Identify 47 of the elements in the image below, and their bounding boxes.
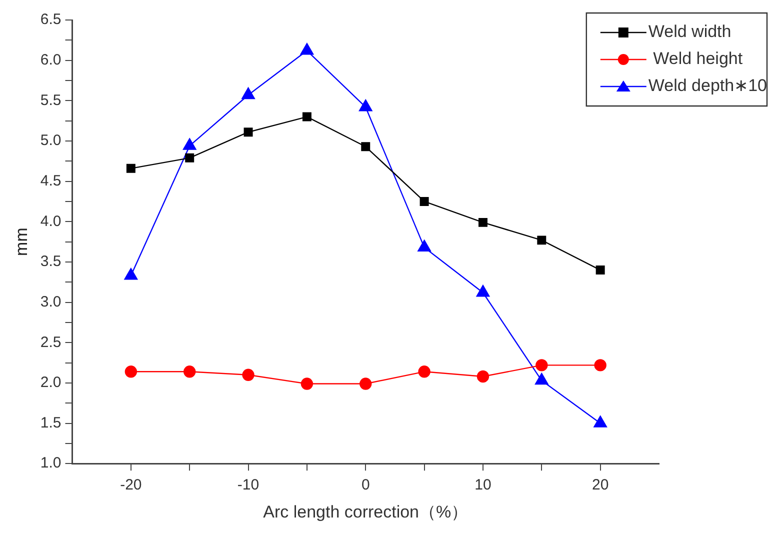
point	[300, 378, 314, 390]
point	[244, 128, 253, 137]
x-tick-label: -20	[120, 476, 142, 494]
point	[302, 112, 312, 122]
point	[124, 366, 138, 378]
point	[418, 366, 430, 378]
y-tick-label: 2.5	[40, 334, 62, 351]
point	[361, 142, 370, 152]
y-tick-label: 2.0	[40, 374, 62, 392]
point	[418, 240, 431, 252]
x-axis-title: Arc length correction（%）	[263, 502, 468, 522]
point	[536, 359, 548, 372]
y-tick-label: 3.5	[40, 253, 62, 270]
point	[242, 87, 255, 100]
point	[537, 236, 546, 245]
point	[476, 370, 490, 383]
point	[242, 368, 254, 381]
y-tick-label: 5.5	[40, 92, 62, 109]
x-tick-label: -10	[237, 476, 260, 494]
x-tick-label: 20	[592, 476, 609, 494]
y-tick-label: 1.0	[40, 454, 62, 472]
point	[124, 268, 138, 280]
legend-label: Weld depth∗10	[648, 76, 768, 96]
point	[358, 100, 372, 112]
y-tick-label: 5.0	[40, 132, 62, 150]
point	[300, 43, 314, 55]
point	[596, 266, 605, 275]
legend-label: Weld height	[648, 49, 743, 68]
point	[478, 218, 488, 227]
point	[182, 138, 196, 150]
y-axis-title: mm	[12, 228, 31, 256]
x-tick-label: 0	[361, 476, 370, 494]
y-tick-label: 4.5	[40, 172, 62, 190]
point	[476, 285, 490, 297]
y-tick-label: 3.0	[40, 293, 62, 310]
point	[126, 164, 136, 173]
legend-label: Weld width	[648, 22, 732, 42]
y-tick-label: 4.0	[40, 212, 62, 230]
point	[420, 196, 429, 206]
x-tick-label: 10	[474, 476, 492, 494]
y-tick-label: 1.5	[40, 414, 62, 432]
point	[184, 366, 196, 378]
point	[594, 359, 606, 372]
point	[360, 378, 372, 390]
y-tick-label: 6.5	[40, 11, 62, 28]
point	[185, 153, 194, 162]
y-tick-label: 6.0	[40, 51, 62, 68]
